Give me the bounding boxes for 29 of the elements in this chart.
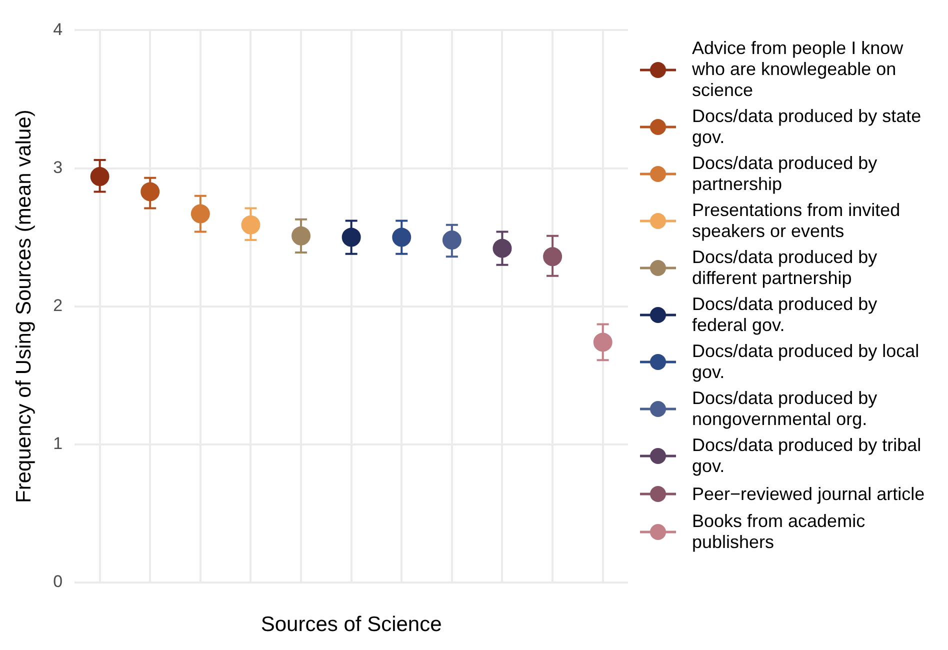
legend-label: Books from academic publishers — [692, 511, 866, 553]
point — [543, 247, 562, 266]
point — [593, 332, 612, 352]
y-tick-label: 3 — [53, 158, 63, 177]
y-axis-title: Frequency of Using Sources (mean value) — [12, 110, 36, 503]
legend-label: Docs/data produced by partnership — [692, 153, 878, 195]
y-tick-label: 1 — [53, 434, 63, 454]
y-tick-label: 2 — [53, 296, 63, 315]
point — [190, 204, 210, 224]
legend-label: Advice from people I know who are knowlegeable on science — [692, 38, 904, 101]
point — [492, 238, 512, 258]
point — [241, 215, 260, 234]
point — [342, 228, 361, 247]
y-tick-label: 4 — [53, 20, 63, 39]
point — [292, 226, 311, 246]
legend-label: Docs/data produced by federal gov. — [692, 294, 878, 336]
legend-label: Presentations from invited speakers or events — [692, 200, 902, 242]
legend-label: Peer−reviewed journal article — [692, 484, 926, 504]
legend-label: Docs/data produced by nongovernmental org. — [692, 388, 878, 430]
legend-label: Docs/data produced by different partnership — [692, 247, 878, 289]
point — [442, 230, 462, 250]
legend-label: Docs/data produced by state gov. — [692, 106, 922, 148]
legend-label: Docs/data produced by tribal gov. — [692, 435, 922, 477]
point — [140, 182, 160, 202]
point — [392, 228, 412, 247]
x-axis-title: Sources of Science — [260, 613, 442, 636]
legend-label: Docs/data produced by local gov. — [692, 341, 920, 383]
y-tick-label: 0 — [53, 572, 63, 592]
point — [90, 167, 110, 186]
